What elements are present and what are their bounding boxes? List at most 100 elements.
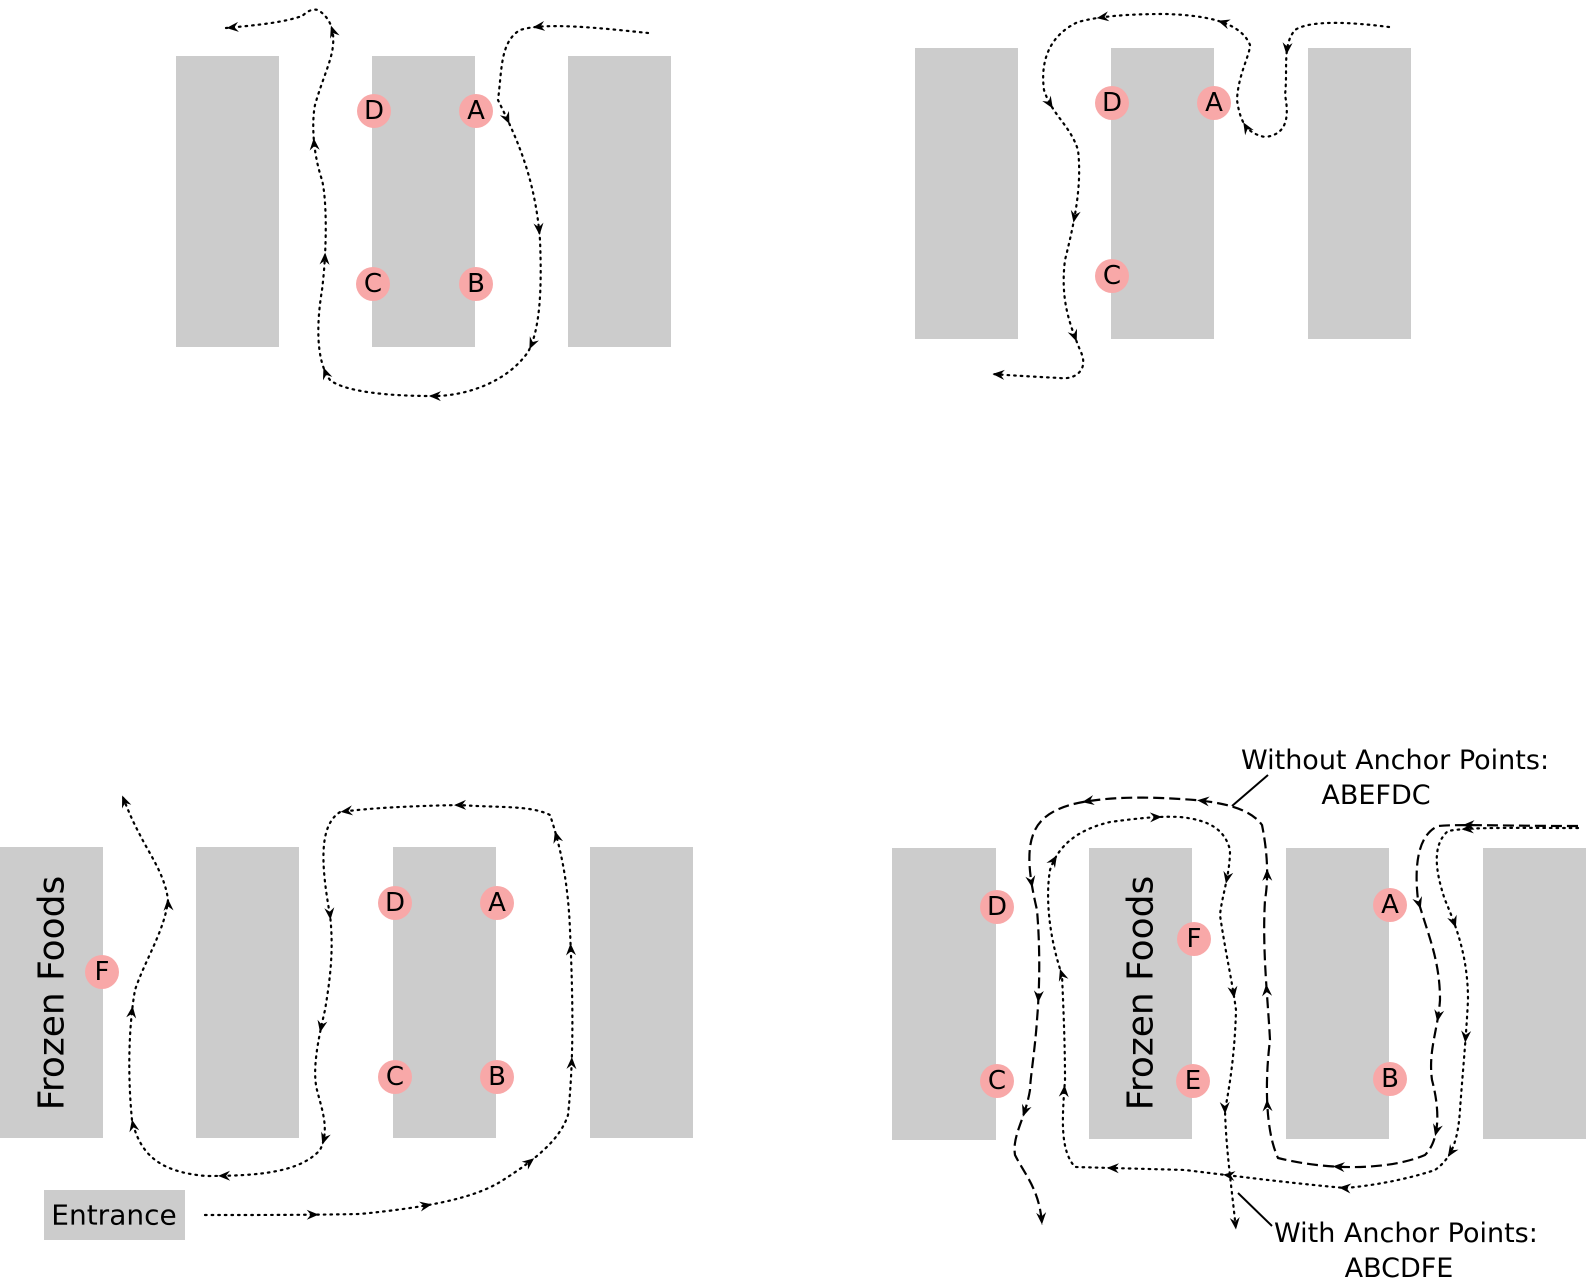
- direction-arrowhead: [309, 138, 320, 151]
- direction-arrowhead: [226, 21, 239, 32]
- direction-arrowhead: [1058, 968, 1069, 982]
- path-route: [120, 793, 574, 1217]
- frozen-foods-label: Frozen Foods: [32, 876, 73, 1111]
- direction-arrowhead: [306, 1209, 319, 1220]
- shelf-middle: [393, 847, 496, 1138]
- marker-b-label: B: [467, 269, 485, 299]
- panel-bottom-left: Frozen Foods Entrance F D A C B: [0, 793, 693, 1240]
- marker-c: C: [980, 1064, 1014, 1098]
- shelf-left: [176, 56, 279, 347]
- direction-arrowhead: [319, 252, 330, 265]
- direction-arrowhead: [1022, 1103, 1032, 1117]
- marker-a-label: A: [467, 96, 485, 126]
- marker-d-label: D: [1102, 88, 1122, 118]
- direction-arrowhead: [1282, 42, 1293, 55]
- path-with-anchor-points: [1046, 815, 1580, 1232]
- marker-f: F: [85, 955, 119, 989]
- direction-arrowhead: [1096, 11, 1110, 22]
- marker-d-label: D: [364, 96, 384, 126]
- direction-arrowhead: [499, 111, 510, 125]
- direction-arrowhead: [122, 795, 132, 809]
- direction-arrowhead: [1197, 796, 1210, 807]
- marker-a-label: A: [1381, 890, 1399, 920]
- marker-c-label: C: [386, 1062, 404, 1092]
- marker-a: A: [1373, 888, 1407, 922]
- marker-e-label: E: [1185, 1066, 1201, 1096]
- marker-a: A: [480, 886, 514, 920]
- frozen-foods-label: Frozen Foods: [1121, 876, 1162, 1111]
- shelf-middle: [372, 56, 475, 347]
- path-without-anchor-points: [1013, 796, 1579, 1226]
- shelf-second: [196, 847, 299, 1138]
- marker-a: A: [459, 94, 493, 128]
- direction-arrowhead: [163, 898, 174, 911]
- direction-arrowhead: [1033, 990, 1044, 1003]
- direction-arrowhead: [1227, 985, 1238, 999]
- direction-arrowhead: [1243, 122, 1254, 136]
- direction-arrowhead: [1433, 1123, 1443, 1137]
- marker-d-label: D: [385, 888, 405, 918]
- direction-arrowhead: [419, 1201, 432, 1212]
- entrance-sign: [44, 1190, 185, 1240]
- direction-arrowhead: [1223, 1171, 1236, 1182]
- shelf-middle: [1111, 48, 1214, 339]
- marker-d: D: [980, 890, 1014, 924]
- direction-arrowhead: [1082, 795, 1095, 805]
- direction-arrowhead: [218, 1170, 231, 1181]
- entrance-label: Entrance: [51, 1199, 176, 1232]
- shelf-left: [915, 48, 1018, 339]
- marker-d: D: [357, 94, 391, 128]
- marker-c: C: [356, 267, 390, 301]
- direction-arrowhead: [533, 222, 544, 236]
- marker-f-label: F: [95, 957, 110, 987]
- direction-arrowhead: [340, 805, 354, 816]
- direction-arrowhead: [454, 799, 467, 810]
- direction-arrowhead: [324, 907, 335, 920]
- marker-a: A: [1197, 86, 1231, 120]
- path-route: [990, 12, 1391, 380]
- direction-arrowhead: [1229, 1217, 1240, 1230]
- shelf-right: [1308, 48, 1411, 339]
- direction-arrowhead: [1332, 1162, 1345, 1173]
- direction-arrowhead: [1461, 1030, 1472, 1043]
- shelf-right: [568, 56, 671, 347]
- with-anchor-points-title: With Anchor Points:: [1274, 1218, 1538, 1249]
- direction-arrowhead: [1223, 870, 1234, 884]
- direction-arrowhead: [1462, 820, 1475, 831]
- direction-arrowhead: [992, 369, 1005, 380]
- marker-c-label: C: [364, 269, 382, 299]
- shelf-right: [590, 847, 693, 1138]
- direction-arrowhead: [1036, 1212, 1047, 1225]
- direction-arrowhead: [1219, 1101, 1230, 1115]
- path-route: [224, 8, 650, 398]
- direction-arrowhead: [521, 1158, 535, 1170]
- shelf-left: [892, 848, 996, 1140]
- direction-arrowhead: [1262, 984, 1273, 997]
- direction-arrowhead: [1149, 812, 1162, 823]
- marker-b: B: [459, 267, 493, 301]
- direction-arrowhead: [566, 943, 576, 956]
- marker-f-label: F: [1187, 924, 1202, 954]
- leader-without-anchor-points: [1231, 774, 1269, 807]
- marker-c: C: [1095, 259, 1129, 293]
- direction-arrowhead: [1412, 896, 1422, 910]
- direction-arrowhead: [317, 1019, 328, 1033]
- marker-b: B: [480, 1060, 514, 1094]
- direction-arrowhead: [1447, 914, 1457, 928]
- marker-d: D: [378, 886, 412, 920]
- direction-arrowhead: [1447, 1144, 1459, 1157]
- panel-bottom-right: Frozen Foods D C F E A B: [892, 745, 1586, 1281]
- direction-arrowhead: [1058, 1084, 1069, 1098]
- direction-arrowhead: [322, 367, 333, 381]
- direction-arrowhead: [529, 336, 539, 350]
- panel-top-left: D A C B: [176, 8, 671, 398]
- direction-arrowhead: [1434, 1009, 1445, 1022]
- marker-c: C: [378, 1060, 412, 1094]
- direction-arrowhead: [1046, 855, 1057, 869]
- direction-arrowhead: [129, 1119, 140, 1133]
- direction-arrowhead: [126, 1005, 137, 1019]
- leader-with-anchor-points: [1237, 1192, 1273, 1227]
- direction-arrowhead: [1042, 95, 1053, 109]
- shelf-right: [1483, 848, 1586, 1139]
